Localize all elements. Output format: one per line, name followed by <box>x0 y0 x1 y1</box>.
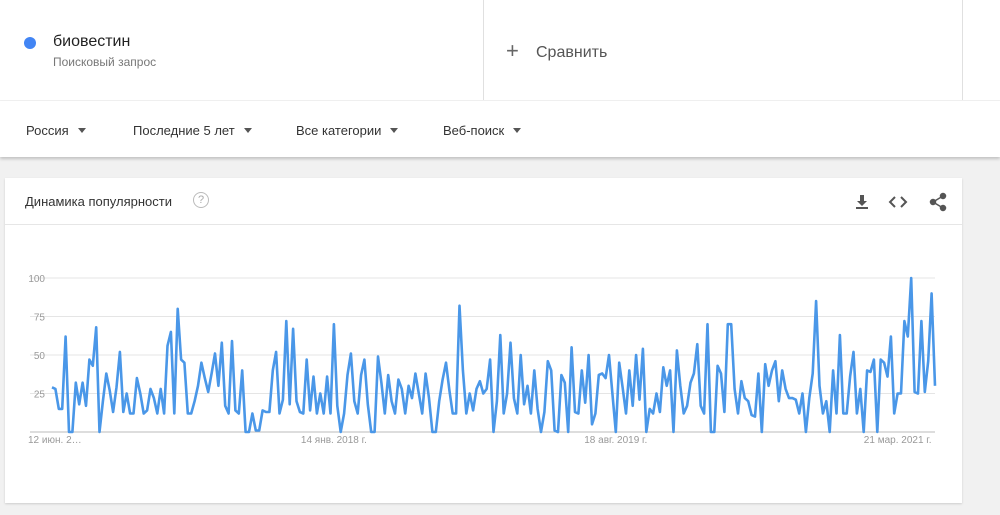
x-tick-label: 18 авг. 2019 г. <box>584 435 647 446</box>
compare-button[interactable]: Сравнить <box>536 44 608 61</box>
divider <box>962 0 963 100</box>
divider <box>483 0 484 100</box>
share-icon[interactable] <box>929 192 947 212</box>
help-icon[interactable]: ? <box>193 192 209 208</box>
y-tick-label: 50 <box>34 351 46 362</box>
y-tick-label: 75 <box>34 313 46 324</box>
y-tick-label: 25 <box>34 390 46 401</box>
term-name[interactable]: биовестин <box>53 33 131 50</box>
card-actions <box>856 192 947 212</box>
filter-bar: Россия Последние 5 лет Все категории Веб… <box>0 101 1000 157</box>
filter[interactable]: Россия <box>26 123 86 138</box>
x-tick-label: 14 янв. 2018 г. <box>301 435 367 446</box>
x-tick-label: 21 мар. 2021 г. <box>864 435 932 446</box>
card: Динамика популярности ? <box>5 178 962 503</box>
filter[interactable]: Все категории <box>296 123 398 138</box>
x-tick-label: 12 июн. 2… <box>28 435 82 446</box>
filter[interactable]: Веб-поиск <box>443 123 521 138</box>
embed-icon[interactable] <box>888 196 908 208</box>
plus-icon: + <box>506 38 519 63</box>
trend-line <box>51 276 937 434</box>
header: биовестин Поисковый запрос + Сравнить <box>0 0 1000 100</box>
term-dot <box>24 37 36 49</box>
term-kind: Поисковый запрос <box>53 55 157 69</box>
card-title: Динамика популярности <box>25 194 172 209</box>
card-divider <box>5 224 962 225</box>
download-icon[interactable] <box>856 195 868 209</box>
filter[interactable]: Последние 5 лет <box>133 123 252 138</box>
y-tick-label: 100 <box>28 274 45 285</box>
